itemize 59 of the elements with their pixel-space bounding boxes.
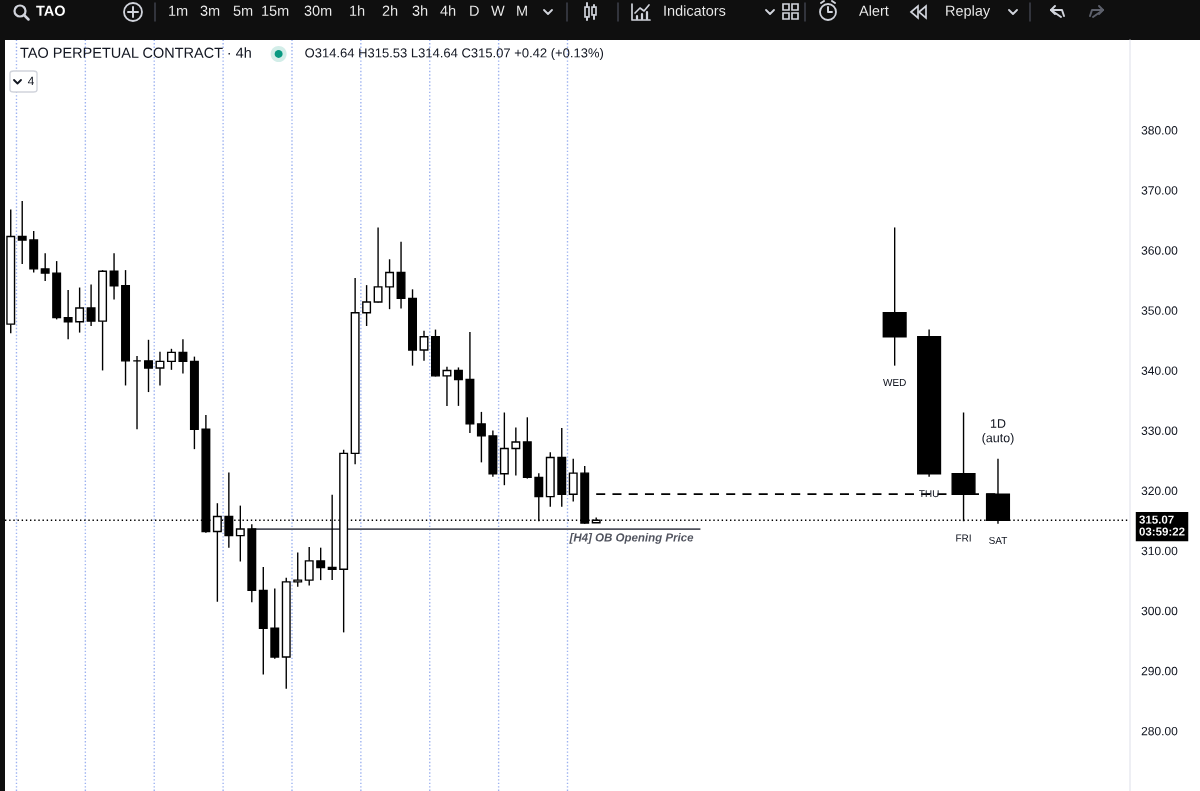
series-label: [H4] OB Opening Price [569, 533, 694, 544]
candlestick [453, 366, 463, 407]
candlestick [109, 252, 119, 301]
text: D [470, 5, 479, 16]
y-tick-label: 310.00 [1141, 546, 1178, 556]
text: Indicators [664, 5, 726, 16]
candlestick [293, 551, 303, 588]
candlestick [385, 258, 395, 310]
text: 3m [200, 5, 220, 16]
chart-title: TAO PERPETUAL CONTRACT · 4h [20, 47, 251, 58]
text: 5m [233, 5, 253, 16]
y-tick-label: 300.00 [1141, 606, 1178, 616]
text: 30m [304, 5, 332, 16]
y-tick-label: 360.00 [1141, 246, 1178, 255]
text: 1D (auto) [982, 419, 1014, 445]
candlestick [17, 200, 27, 265]
annotation: 4 [27, 76, 34, 86]
text: FRI [956, 534, 971, 542]
candlestick [63, 289, 73, 340]
candlestick [362, 284, 372, 327]
y-tick-label: 290.00 [1141, 666, 1178, 676]
candlestick [304, 546, 314, 587]
candlestick [373, 226, 383, 304]
candlestick [442, 366, 452, 407]
text: 1m [169, 5, 188, 16]
text: 15m [262, 5, 289, 16]
candlestick [511, 426, 521, 477]
candlestick [419, 330, 429, 362]
candlestick [178, 338, 188, 375]
y-tick-label: 280.00 [1141, 726, 1178, 736]
text: THU [919, 490, 939, 498]
y-tick-label: 320.00 [1141, 486, 1178, 496]
ref-line-label: 315.07 03:59:22 [1139, 515, 1185, 536]
y-tick-label: 370.00 [1141, 186, 1178, 195]
candlestick [316, 546, 326, 581]
candlestick [75, 286, 85, 334]
text: M [517, 5, 527, 16]
candlestick [166, 348, 176, 371]
y-tick-label: 330.00 [1141, 426, 1178, 435]
text: SAT [989, 536, 1008, 544]
text: Replay [946, 5, 991, 19]
y-tick-label: 380.00 [1141, 126, 1178, 135]
candlestick [476, 411, 486, 464]
text: Alert [859, 5, 889, 16]
candlestick [155, 351, 165, 387]
candlestick [144, 339, 153, 393]
candlestick [86, 283, 96, 327]
text: 3h [412, 5, 428, 16]
candlestick [40, 252, 50, 282]
text: O314.64 H315.53 L314.64 C315.07 +0.42 (+0.13%) [305, 47, 604, 61]
text: TAO [36, 5, 65, 16]
text: 1h [350, 5, 365, 16]
text: 4h [440, 5, 456, 16]
text: W [491, 5, 505, 16]
y-tick-label: 350.00 [1141, 306, 1178, 315]
candlestick [568, 458, 578, 503]
y-tick-label: 340.00 [1141, 366, 1178, 375]
text: 2h [382, 5, 398, 16]
text: WED [883, 379, 906, 386]
